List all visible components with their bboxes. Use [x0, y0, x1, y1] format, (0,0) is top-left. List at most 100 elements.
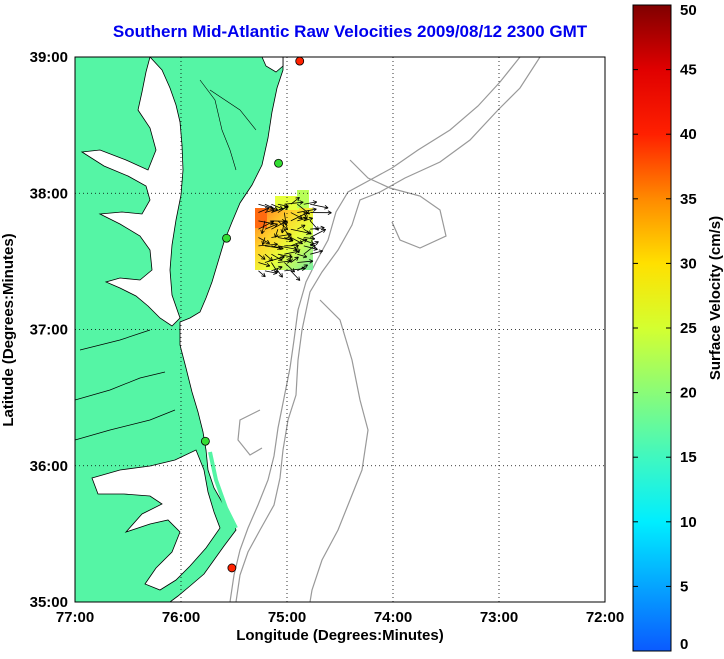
velocity-arrow — [284, 201, 304, 205]
velocity-arrow-head — [290, 258, 293, 263]
velocity-arrow-head — [285, 205, 289, 210]
velocity-arrow-head — [263, 272, 266, 277]
velocity-arrow — [264, 203, 278, 211]
velocity-arrow — [258, 207, 270, 213]
bathymetry-contours — [229, 57, 541, 602]
station-marker — [200, 436, 210, 446]
velocity-arrow-head — [314, 246, 318, 250]
colorbar-tick-label: 20 — [680, 385, 697, 402]
x-tick-label: 74:00 — [374, 609, 412, 626]
velocity-arrow — [290, 228, 311, 234]
velocity-arrow-head — [261, 240, 264, 245]
velocity-arrow — [277, 220, 288, 231]
velocity-arrow-head — [274, 223, 278, 228]
velocity-arrow-head — [270, 220, 275, 225]
velocity-arrow — [264, 253, 273, 262]
velocity-arrow-head — [274, 206, 278, 211]
chesapeake-bay — [80, 57, 184, 327]
velocity-arrow — [277, 205, 289, 213]
colorbar-label: Surface Velocity (cm/s) — [707, 216, 724, 380]
velocity-arrow-head — [300, 240, 303, 244]
velocity-arrow — [264, 223, 278, 230]
velocity-arrow-head — [278, 275, 283, 278]
grid-lines — [75, 57, 605, 602]
velocity-arrow-head — [266, 207, 270, 212]
y-axis-label: Latitude (Degrees:Minutes) — [0, 233, 17, 426]
velocity-arrow — [297, 237, 315, 245]
velocity-arrow-head — [262, 241, 266, 246]
velocity-arrow — [290, 270, 301, 281]
velocity-arrow-head — [260, 229, 263, 234]
station-marker — [295, 56, 305, 66]
velocity-arrow-head — [302, 256, 307, 259]
x-axis-label: Longitude (Degrees:Minutes) — [236, 627, 444, 644]
colorbar-tick-label: 0 — [680, 636, 688, 653]
velocity-arrow-head — [313, 249, 318, 251]
velocity-arrow-head — [299, 201, 304, 205]
velocity-arrow-head — [267, 239, 270, 244]
velocity-arrow — [271, 245, 284, 250]
velocity-arrow-head — [309, 260, 314, 264]
colorbar — [632, 4, 672, 652]
velocity-arrow — [290, 197, 300, 205]
velocity-arrow — [284, 228, 292, 240]
velocity-arrow — [310, 250, 323, 255]
velocity-arrow — [277, 253, 293, 258]
velocity-arrow-head — [263, 255, 266, 260]
x-tick-label: 73:00 — [480, 609, 518, 626]
velocity-arrow-head — [293, 246, 298, 250]
axes-box — [74, 56, 606, 603]
y-tick-label: 39:00 — [30, 49, 68, 66]
velocity-arrow — [277, 260, 291, 263]
y-tick-label: 36:00 — [30, 458, 68, 475]
velocity-arrow — [297, 264, 308, 272]
velocity-arrow-head — [274, 270, 278, 273]
velocity-arrow — [258, 262, 271, 267]
velocity-arrow — [258, 220, 274, 225]
velocity-arrow-head — [286, 225, 289, 230]
velocity-arrow — [277, 245, 298, 250]
velocity-arrow — [290, 212, 303, 219]
albemarle-sound — [91, 449, 221, 591]
velocity-arrow-head — [320, 227, 325, 231]
velocity-arrow-head — [281, 229, 285, 234]
velocity-arrow-head — [324, 205, 329, 209]
velocity-arrow-head — [315, 241, 319, 246]
colorbar-tick-label: 15 — [680, 449, 697, 466]
velocity-arrow-head — [295, 278, 300, 281]
velocity-arrow — [297, 253, 307, 258]
velocity-arrow-head — [275, 234, 279, 238]
velocity-arrow-head — [311, 244, 316, 247]
velocity-arrow — [264, 256, 285, 263]
velocity-arrow — [310, 203, 329, 209]
velocity-arrow-head — [280, 255, 285, 258]
velocity-arrow-head — [327, 210, 332, 214]
velocity-arrow-head — [303, 253, 308, 258]
colorbar-tick-label: 35 — [680, 191, 697, 208]
velocity-arrow-head — [261, 275, 266, 278]
velocity-arrow — [274, 229, 279, 238]
velocity-arrow-head — [295, 249, 300, 254]
velocity-arrow-head — [265, 265, 270, 268]
velocity-arrow-head — [324, 207, 329, 210]
velocity-arrow-head — [273, 242, 278, 245]
velocity-arrow-head — [305, 264, 308, 269]
velocity-arrow — [264, 209, 275, 213]
velocity-arrow-head — [327, 212, 332, 215]
velocity-arrow — [303, 245, 318, 250]
velocity-arrow — [261, 220, 266, 234]
velocity-arrow-head — [285, 221, 288, 226]
velocity-arrow — [271, 266, 283, 272]
velocity-arrow — [271, 262, 279, 273]
velocity-arrow — [271, 253, 283, 261]
velocity-arrow — [297, 260, 314, 263]
velocity-arrow-head — [273, 272, 278, 275]
velocity-arrow-head — [303, 216, 308, 220]
velocity-arrow-head — [319, 250, 324, 254]
velocity-arrow-head — [301, 268, 306, 272]
velocity-arrow-head — [302, 224, 306, 229]
velocity-arrow — [284, 262, 295, 273]
velocity-arrow-head — [281, 273, 283, 278]
velocity-arrow-head — [299, 200, 304, 203]
velocity-arrow — [271, 203, 284, 210]
